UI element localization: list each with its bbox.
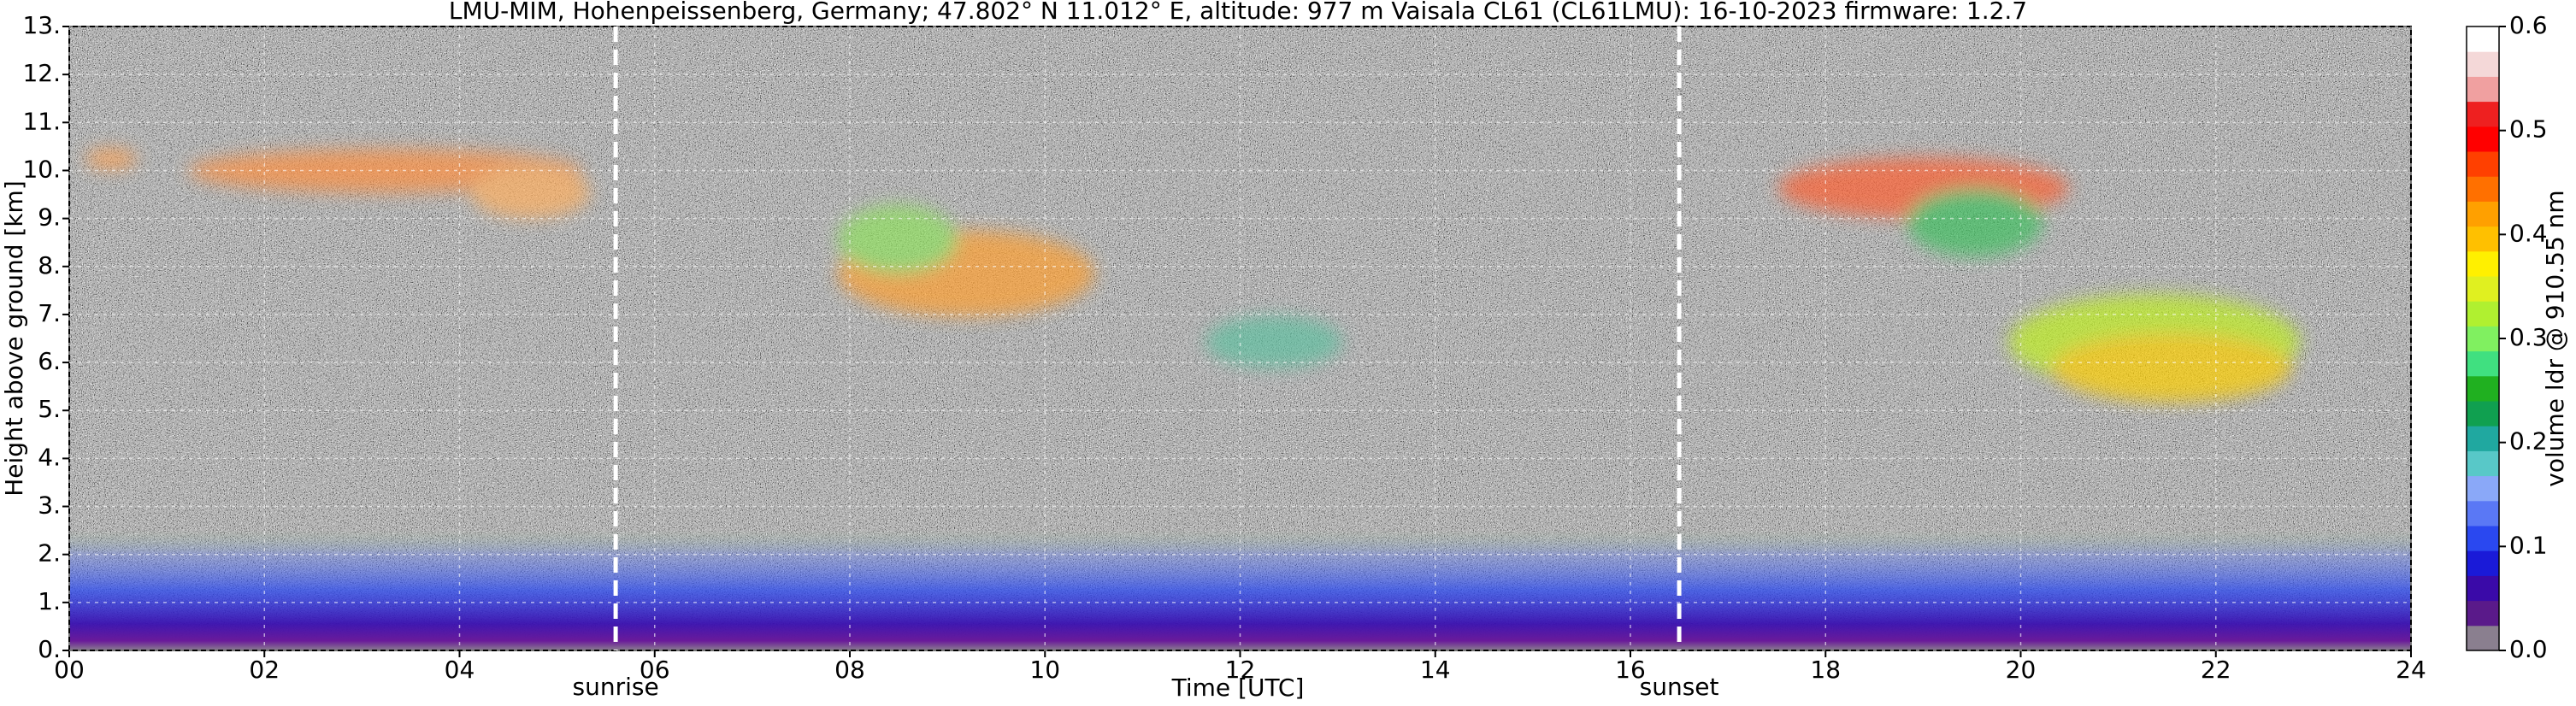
colorbar-swatch: [2467, 76, 2499, 103]
colorbar-swatch: [2467, 126, 2499, 152]
y-tick-label: 10.: [22, 155, 61, 183]
colorbar-tick-label: 0.4: [2509, 219, 2548, 247]
colorbar-swatch: [2467, 625, 2499, 651]
colorbar-swatch: [2467, 350, 2499, 377]
y-tick-label: 3.: [38, 491, 61, 520]
colorbar-swatch: [2467, 550, 2499, 576]
x-tick-label: 02: [249, 656, 280, 684]
x-tick-label: 14: [1420, 656, 1451, 684]
colorbar-swatch: [2467, 101, 2499, 127]
colorbar-tick-label: 0.2: [2509, 427, 2548, 456]
colorbar-swatch: [2467, 450, 2499, 477]
colorbar-swatch: [2467, 426, 2499, 451]
colorbar-swatch: [2467, 276, 2499, 302]
y-tick-label: 11.: [22, 107, 61, 135]
x-tick-label: 04: [445, 656, 475, 684]
y-tick-label: 8.: [38, 251, 61, 279]
x-tick-label: 20: [2006, 656, 2037, 684]
y-tick-label: 7.: [38, 299, 61, 327]
colorbar-swatch: [2467, 151, 2499, 177]
y-tick-label: 2.: [38, 539, 61, 568]
colorbar-swatch: [2467, 301, 2499, 327]
y-tick-label: 12.: [22, 59, 61, 87]
chart-title: LMU-MIM, Hohenpeissenberg, Germany; 47.8…: [449, 0, 2027, 25]
y-tick-label: 13.: [22, 11, 61, 39]
colorbar-tick-label: 0.5: [2509, 115, 2548, 144]
colorbar-swatch: [2467, 26, 2499, 52]
y-axis-label: Height above ground [km]: [0, 180, 28, 497]
colorbar-swatch: [2467, 176, 2499, 202]
x-tick-label: 22: [2201, 656, 2231, 684]
x-tick-label: 06: [640, 656, 670, 684]
colorbar-swatch: [2467, 600, 2499, 627]
colorbar-tick-label: 0.6: [2509, 11, 2548, 39]
colorbar-swatch: [2467, 51, 2499, 77]
y-tick-label: 9.: [38, 203, 61, 232]
x-tick-label: 12: [1225, 656, 1256, 684]
colorbar-tick-label: 0.0: [2509, 635, 2548, 663]
y-tick-label: 6.: [38, 347, 61, 375]
x-axis-label: Time [UTC]: [1171, 674, 1305, 702]
x-tick-label: 16: [1615, 656, 1646, 684]
colorbar-tick-label: 0.1: [2509, 531, 2548, 559]
x-tick-label: 08: [834, 656, 865, 684]
cloud-features: [85, 149, 2300, 402]
colorbar-swatch: [2467, 326, 2499, 352]
colorbar-swatch: [2467, 526, 2499, 551]
x-tick-label: 18: [1810, 656, 1841, 684]
colorbar-swatch: [2467, 575, 2499, 602]
colorbar-swatch: [2467, 500, 2499, 527]
colorbar-swatch: [2467, 201, 2499, 227]
colorbar-swatch: [2467, 401, 2499, 427]
y-tick-label: 1.: [38, 587, 61, 615]
annotation-label: sunrise: [573, 673, 659, 701]
x-tick-label: 10: [1029, 656, 1060, 684]
colorbar-swatch: [2467, 250, 2499, 277]
y-tick-label: 0.: [38, 635, 61, 663]
colorbar-swatch: [2467, 375, 2499, 402]
x-tick-label: 00: [54, 656, 85, 684]
annotation-label: sunset: [1640, 673, 1719, 701]
x-tick-label: 24: [2396, 656, 2426, 684]
colorbar-swatch: [2467, 226, 2499, 252]
colorbar-swatch: [2467, 475, 2499, 502]
y-tick-label: 5.: [38, 395, 61, 423]
colorbar-tick-label: 0.3: [2509, 323, 2548, 351]
colorbar-label: volume ldr @ 910.55 nm: [2541, 190, 2569, 486]
y-tick-label: 4.: [38, 443, 61, 471]
